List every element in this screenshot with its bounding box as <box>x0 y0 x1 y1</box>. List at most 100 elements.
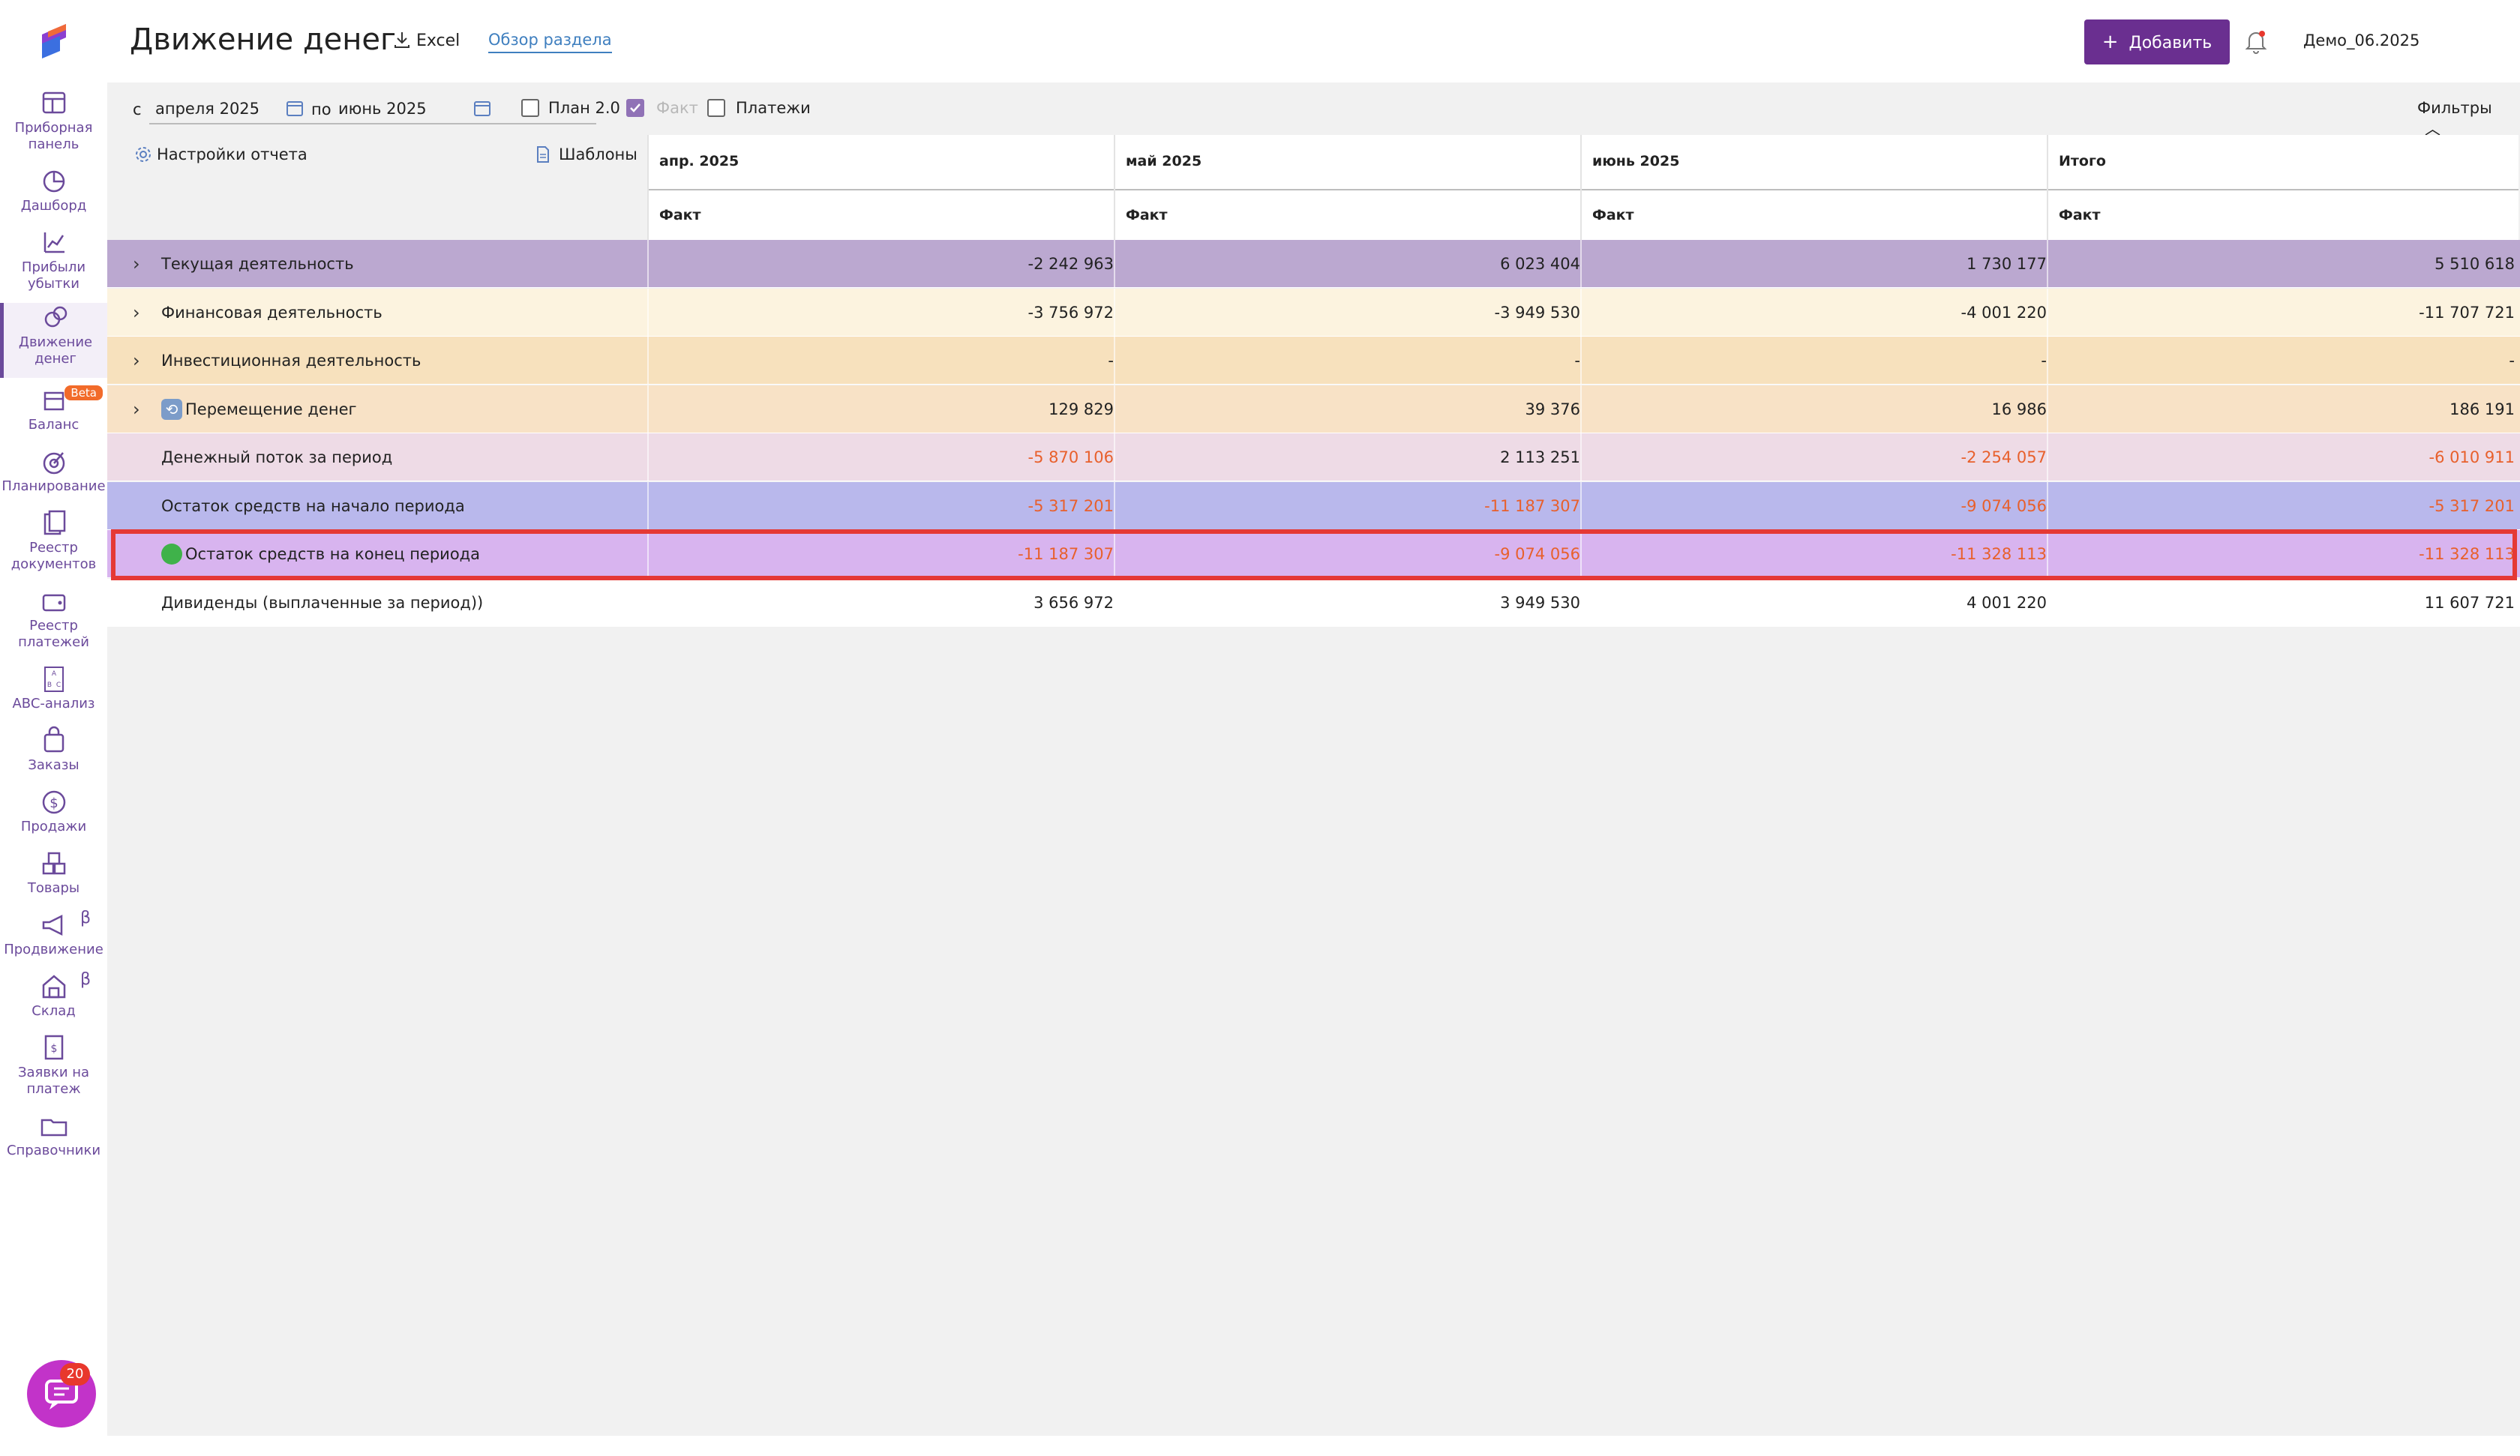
sidebar-item-documents[interactable]: Реестр документов <box>0 508 107 573</box>
table-cell[interactable]: -11 707 721 <box>2419 304 2515 322</box>
beta-symbol: β <box>80 909 91 927</box>
table-cell[interactable]: 11 607 721 <box>2424 594 2515 612</box>
table-cell[interactable]: -2 254 057 <box>1960 448 2047 466</box>
payments-checkbox-label: Платежи <box>736 99 811 117</box>
table-cell[interactable]: - <box>2509 352 2515 370</box>
table-cell[interactable]: 16 986 <box>1991 400 2047 418</box>
sidebar-item-sales[interactable]: $ Продажи <box>0 787 107 835</box>
plan-checkbox[interactable] <box>521 99 539 117</box>
table-cell[interactable]: 1 730 177 <box>1966 255 2047 273</box>
target-icon <box>43 452 64 475</box>
date-from-field[interactable]: апреля 2025 <box>149 94 409 124</box>
table-cell[interactable]: -11 187 307 <box>1484 497 1580 515</box>
table-cell[interactable]: -5 317 201 <box>2428 497 2515 515</box>
table-cell[interactable]: -11 328 113 <box>2419 545 2515 563</box>
table-header: апр. 2025 Факт май 2025 Факт июнь 2025 Ф… <box>647 135 2518 243</box>
row-label: Остаток средств на конец периода <box>185 545 481 563</box>
table-cell[interactable]: -9 074 056 <box>1960 497 2047 515</box>
sidebar-item-references[interactable]: Справочники <box>0 1111 107 1159</box>
fact-checkbox-label: Факт <box>656 99 698 117</box>
column-separator <box>2047 240 2048 288</box>
sidebar-item-payment-requests[interactable]: $ Заявки на платеж <box>0 1033 107 1098</box>
table-cell[interactable]: -2 242 963 <box>1028 255 1114 273</box>
table-cell[interactable]: 3 656 972 <box>1034 594 1114 612</box>
table-cell[interactable]: - <box>1574 352 1580 370</box>
sidebar-item-balance[interactable]: Beta Баланс <box>0 385 107 433</box>
app-logo[interactable] <box>38 21 70 60</box>
report-settings-label: Настройки отчета <box>157 145 308 163</box>
row-label-cell: Денежный поток за период <box>107 433 647 481</box>
date-to-field[interactable]: июнь 2025 <box>332 94 596 124</box>
calendar-icon[interactable] <box>472 97 493 118</box>
calendar-icon[interactable] <box>284 97 305 118</box>
payments-checkbox[interactable] <box>707 99 725 117</box>
table-cell[interactable]: 4 001 220 <box>1966 594 2047 612</box>
table-cell[interactable]: 186 191 <box>2450 400 2515 418</box>
table-row[interactable]: › Инвестиционная деятельность - - - - <box>107 337 2520 385</box>
table-cell[interactable]: 3 949 530 <box>1500 594 1580 612</box>
table-cell[interactable]: - <box>1108 352 1114 370</box>
column-separator <box>2047 482 2048 530</box>
table-cell[interactable]: -9 074 056 <box>1494 545 1580 563</box>
chevron-right-icon[interactable]: › <box>133 399 140 420</box>
bell-icon[interactable] <box>2242 27 2270 55</box>
fact-checkbox[interactable] <box>626 99 644 117</box>
templates-label: Шаблоны <box>559 145 638 163</box>
table-cell[interactable]: 2 113 251 <box>1500 448 1580 466</box>
table-cell[interactable]: - <box>2041 352 2047 370</box>
templates-button[interactable]: Шаблоны <box>535 145 638 163</box>
sidebar-item-pnl[interactable]: Прибыли убытки <box>0 228 107 292</box>
chevron-right-icon[interactable]: › <box>133 350 140 371</box>
table-cell[interactable]: -3 756 972 <box>1028 304 1114 322</box>
column-separator <box>1580 482 1582 530</box>
sidebar-item-dashboard-panel[interactable]: Приборная панель <box>0 88 107 153</box>
table-cell[interactable]: -3 949 530 <box>1494 304 1580 322</box>
table-cell[interactable]: -4 001 220 <box>1960 304 2047 322</box>
balance-icon <box>44 391 64 411</box>
sidebar-item-warehouse[interactable]: β Склад <box>0 970 107 1020</box>
sidebar-item-label: Движение денег <box>18 334 93 367</box>
sidebar-item-label: Реестр документов <box>10 540 97 572</box>
sidebar-item-payments[interactable]: Реестр платежей <box>0 586 107 651</box>
main-content: с апреля 2025 по июнь 2025 План 2.0 Факт… <box>107 82 2520 1436</box>
sidebar-item-promotion[interactable]: β Продвижение <box>0 909 107 958</box>
sidebar-item-label: Справочники <box>6 1143 101 1158</box>
table-cell[interactable]: 5 510 618 <box>2434 255 2515 273</box>
table-cell[interactable]: 129 829 <box>1048 400 1114 418</box>
check-icon <box>630 103 640 112</box>
column-separator <box>1580 433 1582 481</box>
table-row[interactable]: › Финансовая деятельность -3 756 972 -3 949… <box>107 289 2520 337</box>
table-row[interactable]: › Текущая деятельность -2 242 963 6 023 404… <box>107 240 2520 288</box>
add-button[interactable]: + Добавить <box>2084 19 2230 64</box>
table-cell[interactable]: -6 010 911 <box>2428 448 2515 466</box>
column-period: май 2025 <box>1126 153 1202 169</box>
plan-checkbox-label: План 2.0 <box>548 99 620 117</box>
user-name[interactable]: Демо_06.2025 <box>2303 31 2420 49</box>
report-settings-button[interactable]: Настройки отчета <box>134 145 308 163</box>
column-separator <box>1580 337 1582 385</box>
column-separator <box>647 433 649 481</box>
sidebar-item-products[interactable]: Товары <box>0 849 107 897</box>
sidebar-item-cashflow[interactable]: Движение денег <box>0 303 107 378</box>
table-cell[interactable]: 39 376 <box>1525 400 1580 418</box>
table-cell[interactable]: -11 328 113 <box>1951 545 2047 563</box>
table-cell[interactable]: -5 870 106 <box>1028 448 1114 466</box>
sidebar-item-dashboard[interactable]: Дашборд <box>0 166 107 214</box>
section-overview-link[interactable]: Обзор раздела <box>488 31 612 53</box>
bar-chart-icon <box>44 232 64 253</box>
column-separator <box>1580 579 1582 627</box>
table-row[interactable]: › ⟲ Перемещение денег 129 829 39 376 16 986 18… <box>107 385 2520 433</box>
table-cell[interactable]: -5 317 201 <box>1028 497 1114 515</box>
table-cell[interactable]: -11 187 307 <box>1018 545 1114 563</box>
filters-toggle[interactable]: Фильтры ︿ <box>2417 99 2520 139</box>
table-cell[interactable]: 6 023 404 <box>1500 255 1580 273</box>
chevron-right-icon[interactable]: › <box>133 253 140 274</box>
sidebar-item-planning[interactable]: Планирование <box>0 447 107 495</box>
chevron-right-icon[interactable]: › <box>133 302 140 323</box>
filters-toggle-label: Фильтры <box>2417 99 2492 117</box>
excel-export-button[interactable]: Excel <box>392 30 460 50</box>
sidebar-item-orders[interactable]: Заказы <box>0 726 107 774</box>
dollar-icon: $ <box>42 790 65 814</box>
row-label-cell: › Инвестиционная деятельность <box>107 337 647 385</box>
